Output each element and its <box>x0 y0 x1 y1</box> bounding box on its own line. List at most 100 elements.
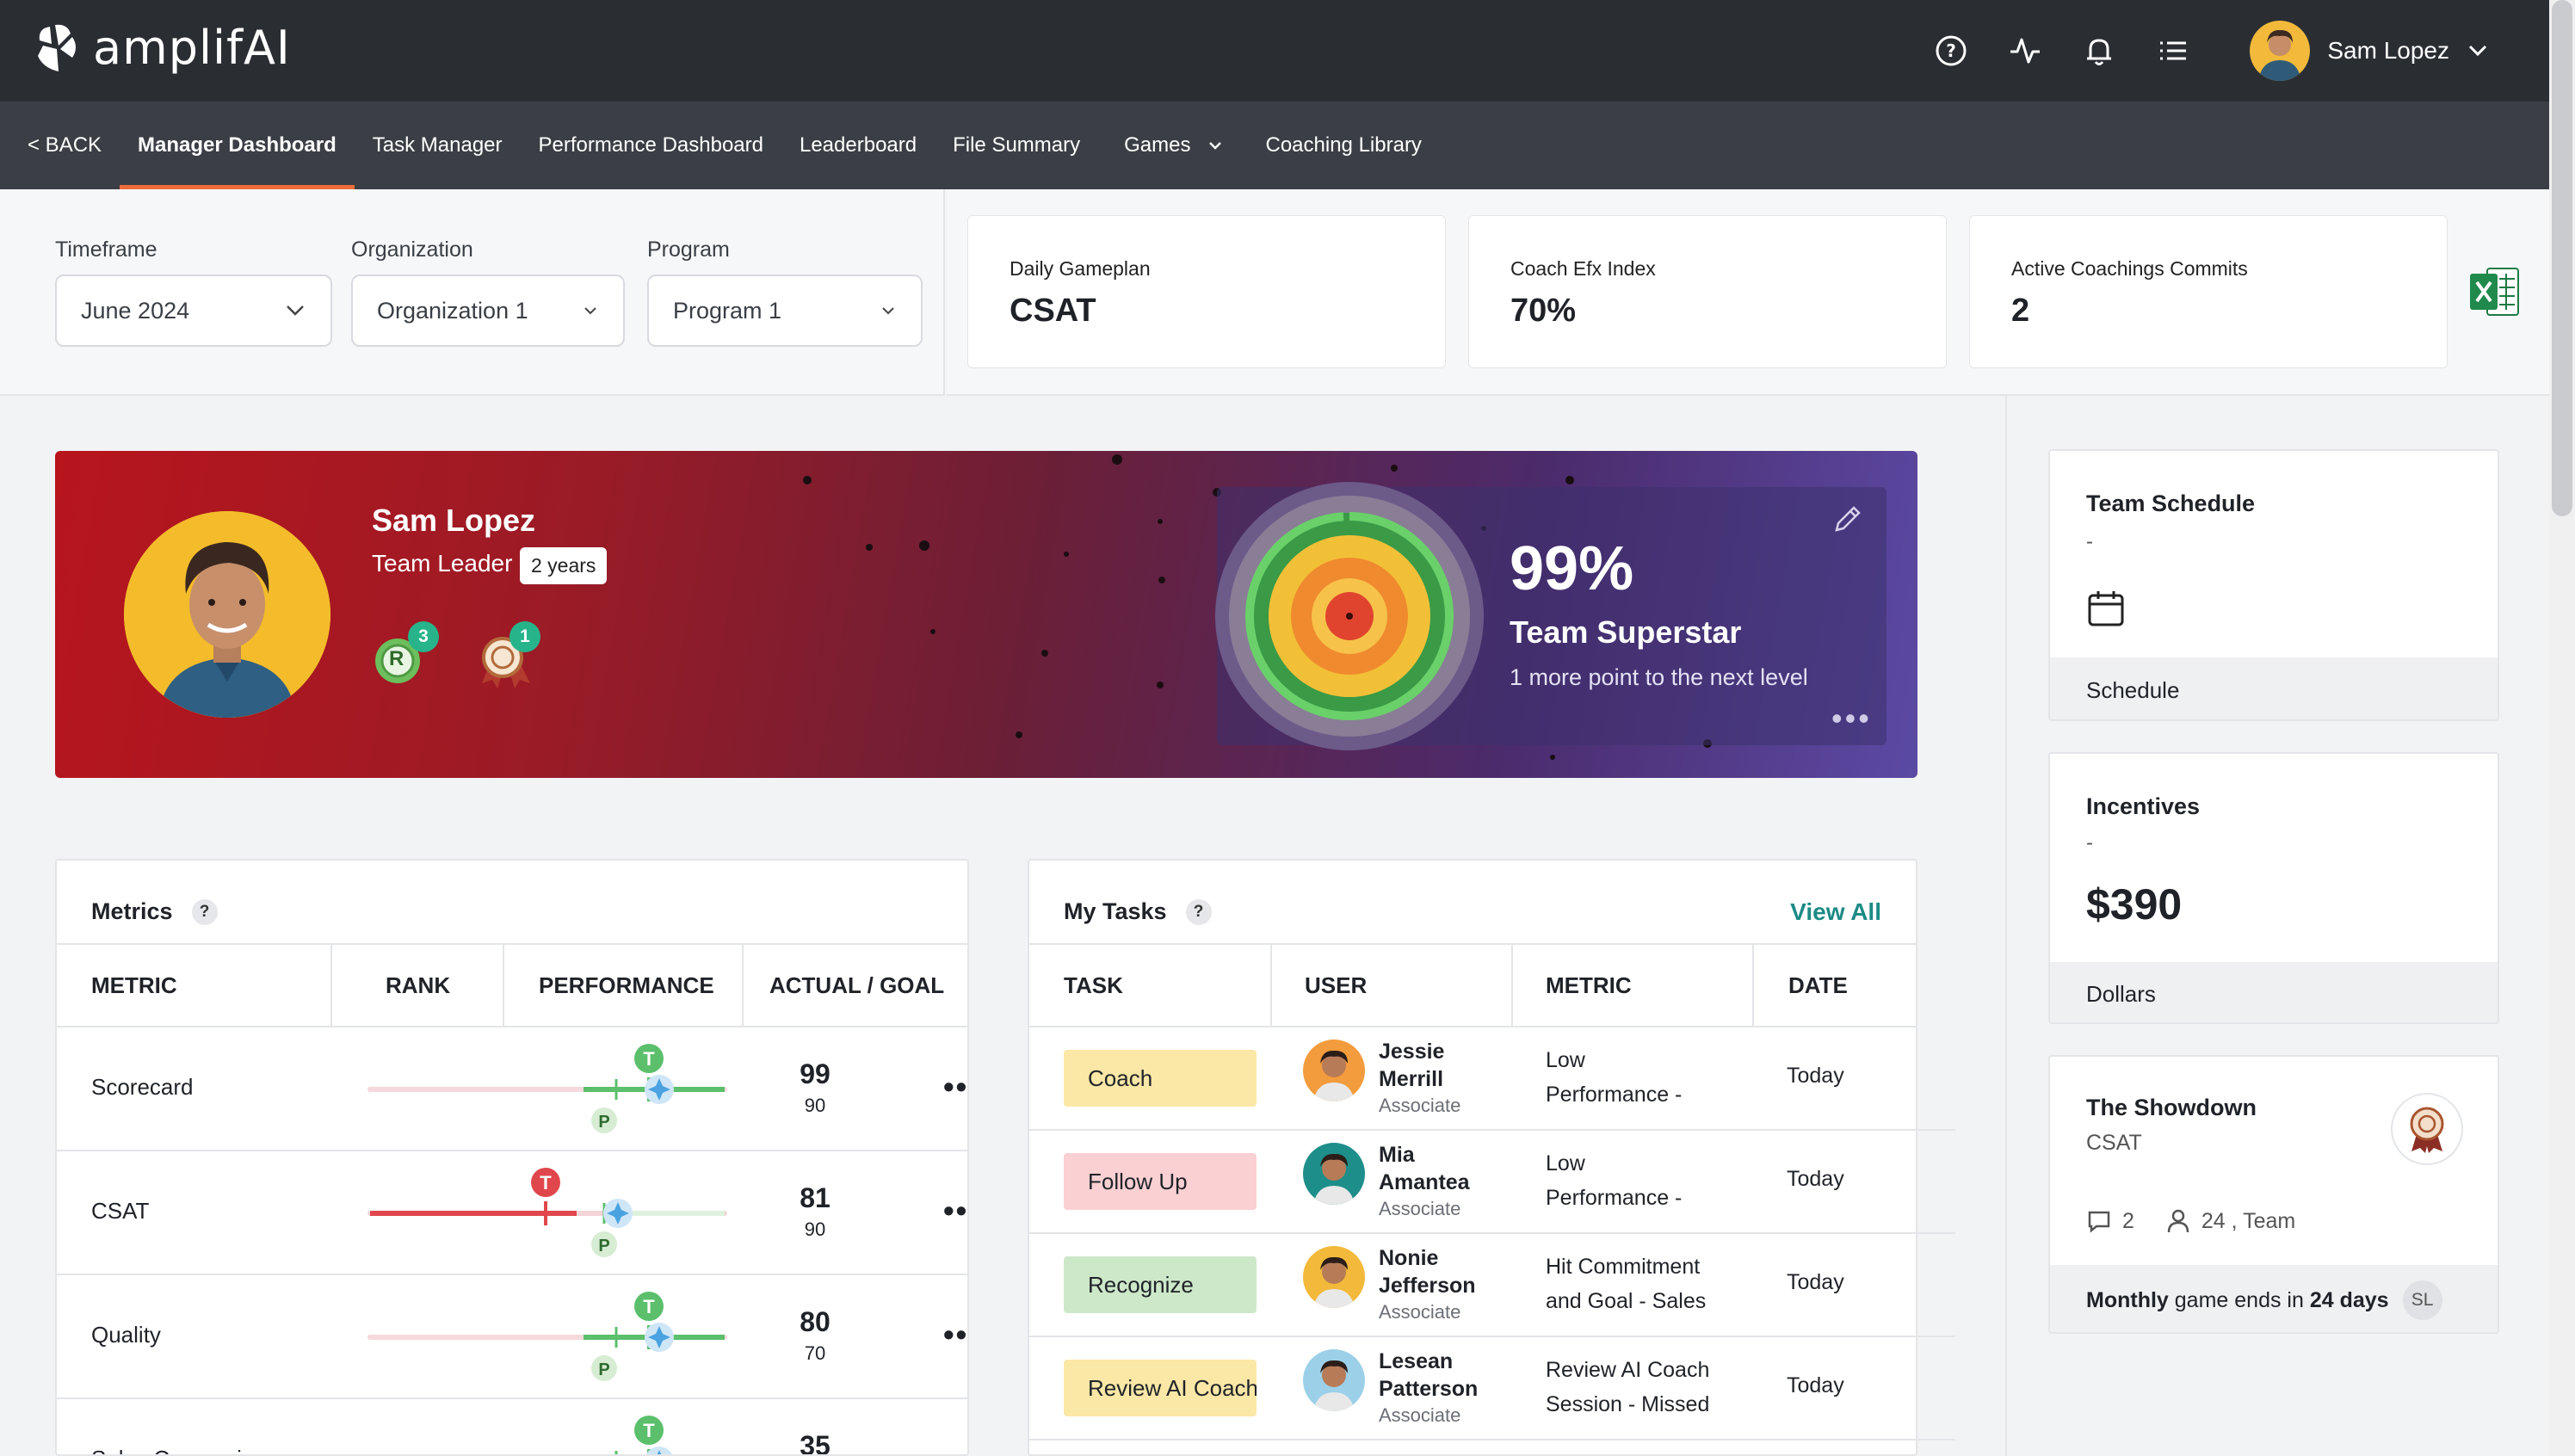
kpi-coach-efx-index[interactable]: Coach Efx Index 70% <box>1468 215 1947 368</box>
profile-role: Team Leader <box>372 550 513 577</box>
incentives-dash: - <box>2086 831 2093 854</box>
showdown-stats: 2 24 , Team <box>2086 1208 2295 1234</box>
user-avatar <box>1303 1040 1365 1101</box>
task-row[interactable]: Recognize Nonie Jefferson Associate Hit Comm… <box>1029 1234 1916 1337</box>
showdown-title: The Showdown <box>2086 1095 2257 1120</box>
task-row[interactable]: Review AI Coaching Lesean Patterson Associa… <box>1029 1337 1916 1441</box>
list-icon[interactable] <box>2155 33 2191 69</box>
column-separator <box>330 943 332 1027</box>
metrics-table-header: METRIC RANK PERFORMANCE ACTUAL / GOAL <box>57 943 967 1027</box>
timeframe-label: Timeframe <box>55 238 157 262</box>
timeframe-select[interactable]: June 2024 <box>55 275 332 347</box>
row-divider-extension <box>1916 1232 1955 1234</box>
calendar-icon <box>2088 591 2124 626</box>
task-metric: Hit Commitment and Goal - Sales <box>1546 1249 1752 1318</box>
task-user[interactable]: Lesean Patterson Associate <box>1303 1348 1478 1428</box>
recognition-badge[interactable]: R 3 <box>372 621 439 688</box>
task-user[interactable]: Mia Amantea Associate <box>1303 1141 1470 1222</box>
header-rank[interactable]: RANK <box>386 972 451 998</box>
help-icon[interactable]: ? <box>191 898 218 925</box>
metric-actual: 81 <box>800 1182 831 1213</box>
chevron-down-icon <box>2468 45 2487 57</box>
medal-icon <box>2410 1107 2444 1153</box>
header-user[interactable]: USER <box>1305 972 1368 998</box>
target-marker-label: T <box>643 1048 655 1070</box>
user-avatar <box>1303 1349 1365 1411</box>
column-separator <box>1752 943 1754 1027</box>
participant-avatar: SL <box>2402 1280 2442 1320</box>
task-type-button[interactable]: Coach <box>1064 1050 1257 1107</box>
kpi-label: Active Coachings Commits <box>2011 257 2248 280</box>
organization-select[interactable]: Organization 1 <box>351 275 625 347</box>
header-performance[interactable]: PERFORMANCE <box>539 972 714 998</box>
showdown-metric: CSAT <box>2086 1131 2142 1155</box>
task-type-button[interactable]: Recognize <box>1064 1256 1257 1313</box>
user-menu[interactable]: Sam Lopez <box>2250 21 2489 81</box>
tenure-badge: 2 years <box>520 547 608 584</box>
tab-coaching-library[interactable]: Coaching Library <box>1265 133 1422 157</box>
tab-leaderboard[interactable]: Leaderboard <box>799 133 917 157</box>
level-percent: 99% <box>1510 534 1634 603</box>
badge-count: 3 <box>408 621 439 652</box>
help-icon[interactable]: ? <box>1185 898 1212 925</box>
back-link[interactable]: < BACK <box>28 133 102 157</box>
tab-file-summary[interactable]: File Summary <box>953 133 1081 157</box>
user-first-name: Nonie <box>1379 1246 1439 1270</box>
task-date: Today <box>1787 1167 1844 1191</box>
task-user[interactable]: Jessie Merrill Associate <box>1303 1038 1460 1119</box>
schedule-footer[interactable]: Schedule <box>2050 657 2498 719</box>
activity-icon[interactable] <box>2007 33 2043 69</box>
metric-row[interactable]: Sales Conversion TP 35 <box>57 1399 967 1454</box>
program-select[interactable]: Program 1 <box>647 275 923 347</box>
level-subtitle: 1 more point to the next level <box>1510 664 1808 690</box>
user-avatar <box>1303 1246 1365 1308</box>
team-schedule-card[interactable]: Team Schedule - Schedule <box>2048 449 2499 721</box>
tab-manager-dashboard[interactable]: Manager Dashboard <box>120 102 355 189</box>
brand-logo[interactable]: amplifAI <box>33 21 291 75</box>
header-task[interactable]: TASK <box>1064 972 1123 998</box>
metric-goal: 90 <box>804 1095 826 1116</box>
more-options-icon[interactable]: ••• <box>943 1317 969 1352</box>
incentives-card[interactable]: Incentives - $390 Dollars <box>2048 752 2499 1024</box>
tasks-card: My Tasks ? View All TASK USER METRIC DAT… <box>1028 859 1955 1456</box>
edit-pencil-icon[interactable] <box>1830 503 1864 537</box>
more-options-icon[interactable]: ••• <box>1831 700 1872 736</box>
tab-task-manager[interactable]: Task Manager <box>372 133 503 157</box>
header-metric[interactable]: METRIC <box>91 972 177 998</box>
user-first-name: Mia <box>1379 1143 1415 1167</box>
header-metric[interactable]: METRIC <box>1546 972 1632 998</box>
task-row[interactable]: Follow Up Mia Amantea Associate Low Performan… <box>1029 1131 1916 1234</box>
kpi-daily-gameplan[interactable]: Daily Gameplan CSAT <box>967 215 1446 368</box>
bell-icon[interactable] <box>2081 33 2117 69</box>
row-divider-extension <box>1916 1336 1955 1337</box>
profile-name: Sam Lopez <box>372 503 536 538</box>
help-icon[interactable]: ? <box>1933 33 1969 69</box>
excel-export-icon[interactable] <box>2468 265 2522 318</box>
scrollbar-thumb[interactable] <box>2552 0 2572 516</box>
showdown-card[interactable]: The Showdown CSAT 2 24 , Team Monthly ga… <box>2048 1055 2499 1334</box>
task-row[interactable]: Coach Jessie Merrill Associate Low Performanc… <box>1029 1027 1916 1131</box>
column-separator <box>1270 943 1272 1027</box>
showdown-participants: 24 , Team <box>2201 1208 2296 1233</box>
user-first-name: Lesean <box>1379 1349 1454 1373</box>
task-metric-line: Low <box>1546 1151 1585 1175</box>
tab-games[interactable]: Games <box>1098 102 1241 189</box>
more-options-icon[interactable]: ••• <box>943 1193 969 1228</box>
task-user[interactable]: Nonie Jefferson Associate <box>1303 1244 1476 1325</box>
more-options-icon[interactable]: ••• <box>943 1069 969 1104</box>
tab-performance-dashboard[interactable]: Performance Dashboard <box>538 133 763 157</box>
kpi-active-coaching-commits[interactable]: Active Coachings Commits 2 <box>1969 215 2448 368</box>
user-last-name: Amantea <box>1379 1170 1470 1194</box>
showdown-medal <box>2391 1093 2463 1165</box>
view-all-link[interactable]: View All <box>1790 898 1881 925</box>
header-actual-goal[interactable]: ACTUAL / GOAL <box>769 972 945 998</box>
award-badge[interactable]: 1 <box>473 621 540 688</box>
header-date[interactable]: DATE <box>1788 972 1848 998</box>
performance-bar: TP <box>367 1168 727 1257</box>
kpi-value: CSAT <box>1010 293 1096 329</box>
task-type-button[interactable]: Follow Up <box>1064 1153 1257 1210</box>
task-type-button[interactable]: Review AI Coaching <box>1064 1360 1257 1416</box>
